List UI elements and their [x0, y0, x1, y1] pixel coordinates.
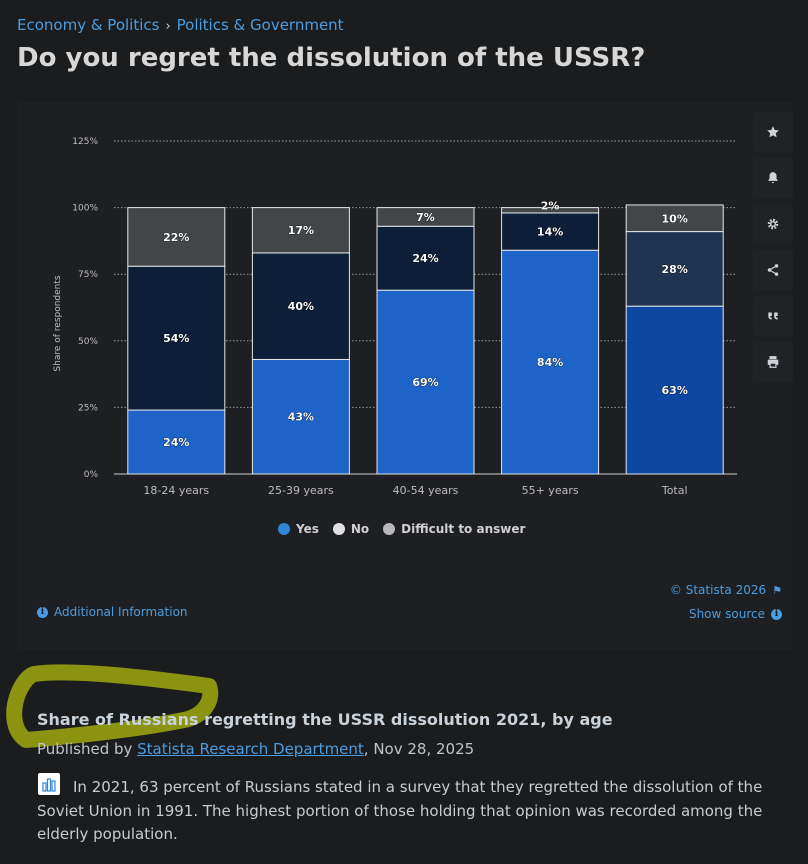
data-label: 43% [288, 411, 314, 424]
additional-information-label: Additional Information [54, 605, 188, 619]
info-icon: i [771, 608, 782, 620]
published-prefix: Published by [37, 740, 138, 758]
data-label: 7% [416, 211, 435, 224]
y-tick-label: 25% [78, 403, 98, 413]
legend-label: Yes [296, 522, 319, 536]
cite-button[interactable] [753, 296, 793, 336]
print-icon [767, 356, 779, 368]
show-source-link[interactable]: Show source i [689, 607, 782, 621]
bar-segment [251, 252, 350, 360]
gear-icon [767, 218, 779, 230]
y-tick-label: 0% [84, 470, 99, 480]
legend-item[interactable]: Difficult to answer [383, 522, 525, 536]
share-icon [767, 264, 779, 276]
data-label: 69% [412, 376, 438, 389]
bar-segment [625, 231, 724, 307]
favorite-button[interactable] [753, 112, 793, 152]
bar-segment [127, 409, 226, 475]
y-tick-label: 75% [78, 270, 98, 280]
print-button[interactable] [753, 342, 793, 382]
data-label: 63% [662, 384, 688, 397]
data-label: 10% [662, 212, 688, 225]
chart-legend: Yes No Difficult to answer [278, 522, 525, 536]
bar-segment [501, 212, 600, 251]
chart-panel: 0% 25% 50% 75% 100% 125% Share of respondents 2… [17, 102, 792, 650]
y-axis-label: Share of respondents [53, 275, 63, 372]
x-tick-label: 25-39 years [268, 484, 334, 497]
x-tick-label: Total [661, 484, 688, 497]
bar-segment [251, 358, 350, 475]
bar-segment [376, 289, 475, 475]
star-icon [767, 126, 779, 138]
legend-item[interactable]: No [332, 522, 370, 536]
bar-segment [127, 207, 226, 267]
x-tick-label: 40-54 years [393, 484, 459, 497]
legend-dot-icon [278, 523, 290, 535]
flag-icon: ⚑ [772, 583, 782, 597]
data-label: 54% [163, 332, 189, 345]
data-label: 17% [288, 224, 314, 237]
bar-segment [625, 204, 724, 233]
quote-icon [768, 312, 778, 320]
publisher-link[interactable]: Statista Research Department [137, 740, 364, 758]
data-label: 24% [163, 436, 189, 449]
published-line: Published by Statista Research Departmen… [37, 740, 474, 758]
bar-segment [501, 249, 600, 475]
notification-button[interactable] [753, 158, 793, 198]
bar-segment [376, 207, 475, 227]
bar-segment [376, 225, 475, 291]
x-tick-label: 55+ years [522, 484, 579, 497]
statistic-title: Share of Russians regretting the USSR di… [37, 710, 613, 729]
breadcrumb-economy-politics[interactable]: Economy & Politics [17, 16, 160, 34]
bell-icon [768, 172, 778, 184]
data-label: 22% [163, 231, 189, 244]
data-label: 84% [537, 356, 563, 369]
legend-dot-icon [383, 523, 396, 535]
x-tick-label: 18-24 years [143, 484, 209, 497]
data-label: 2% [541, 199, 560, 212]
bar-chart-icon [38, 773, 60, 795]
legend-label: Difficult to answer [401, 522, 526, 536]
breadcrumb: Economy & Politics › Politics & Government [17, 16, 344, 34]
bar-segment [251, 207, 350, 254]
statistic-description: In 2021, 63 percent of Russians stated i… [37, 778, 763, 843]
legend-dot-icon [332, 523, 345, 535]
highlight-marker [6, 664, 219, 748]
legend-item[interactable]: Yes [278, 522, 319, 536]
data-label: 24% [412, 252, 438, 265]
y-tick-label: 50% [78, 337, 98, 347]
legend-label: No [350, 522, 370, 536]
bar-segment [501, 207, 600, 214]
stacked-bar-chart: 0% 25% 50% 75% 100% 125% Share of respondents 2… [53, 137, 737, 497]
additional-information-link[interactable]: i Additional Information [37, 605, 188, 619]
page-title: Do you regret the dissolution of the USS… [17, 43, 646, 73]
data-label: 14% [537, 226, 563, 239]
statista-copyright[interactable]: © Statista 2026 ⚑ [670, 583, 782, 597]
data-label: 28% [662, 263, 688, 276]
y-tick-label: 100% [72, 204, 98, 214]
show-source-label: Show source [688, 607, 765, 621]
data-label: 40% [288, 300, 314, 313]
breadcrumb-separator: › [165, 19, 171, 34]
chart-toolbar [753, 112, 793, 388]
y-tick-label: 125% [72, 137, 98, 147]
published-date: , Nov 28, 2025 [363, 740, 475, 758]
info-icon: i [37, 606, 48, 618]
copyright-label: © Statista 2026 [669, 583, 767, 597]
settings-button[interactable] [753, 204, 793, 244]
breadcrumb-politics-government[interactable]: Politics & Government [176, 16, 344, 34]
share-button[interactable] [753, 250, 793, 290]
